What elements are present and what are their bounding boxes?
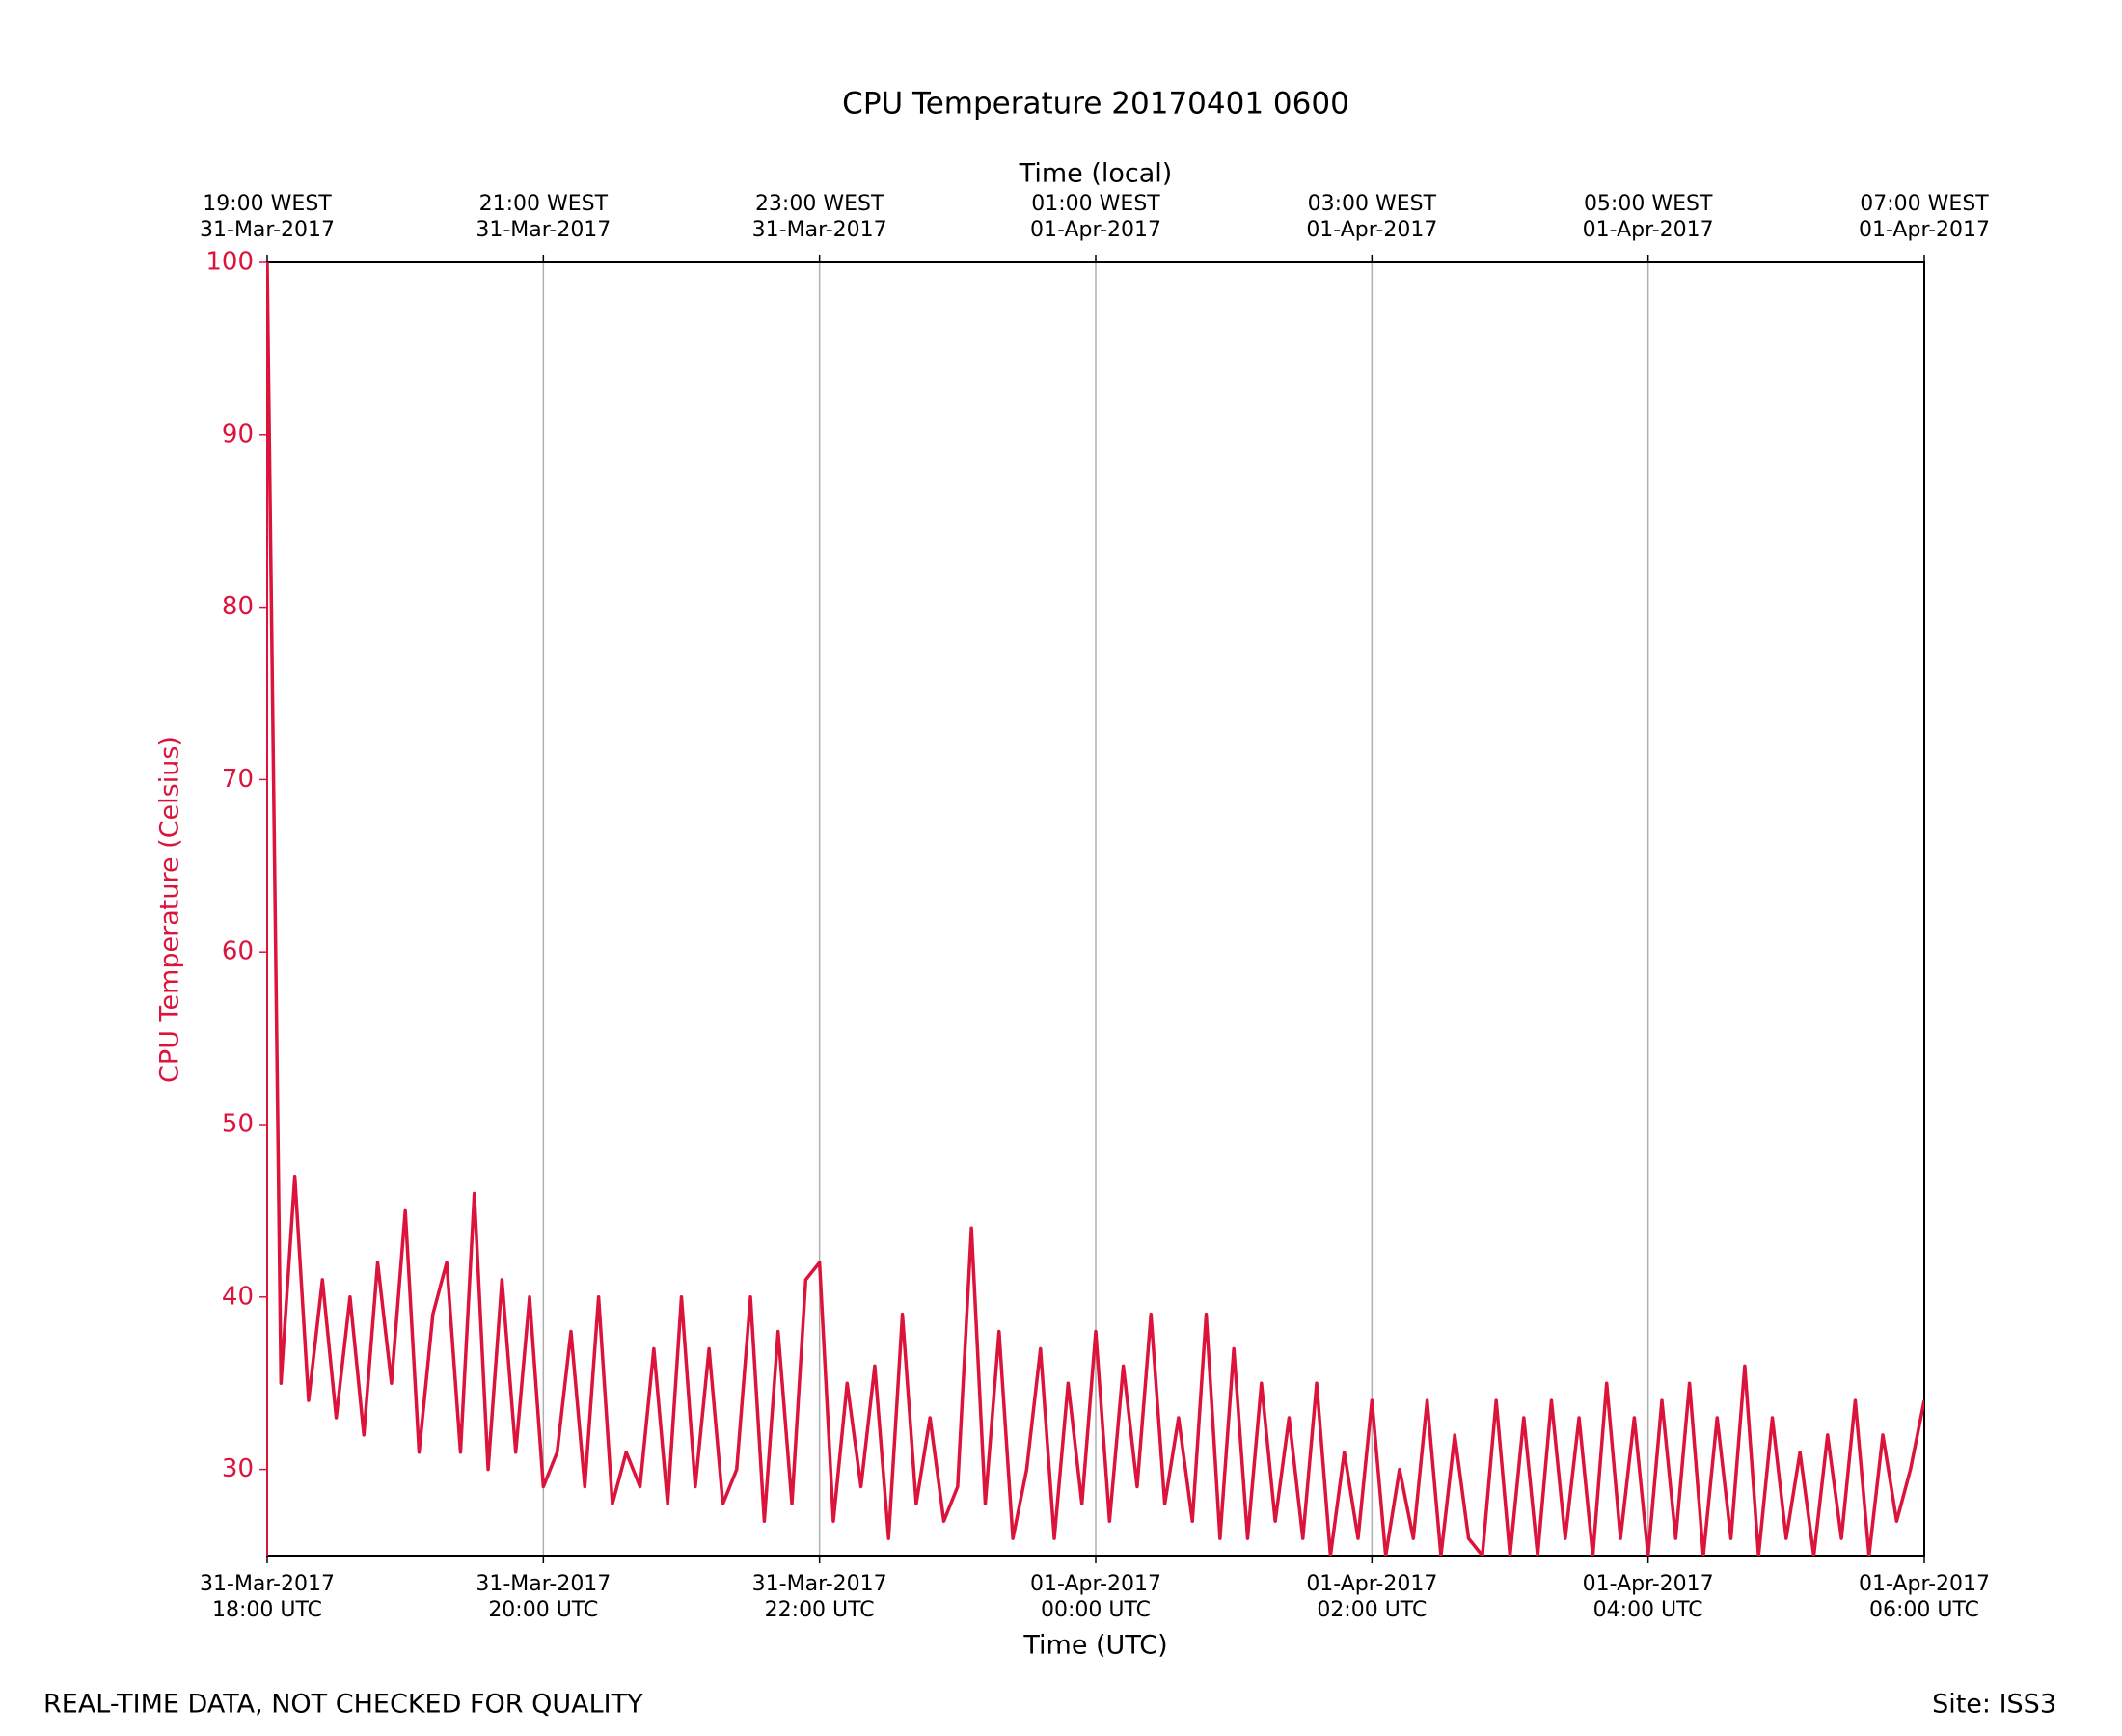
x-tick-label: 31-Mar-2017 <box>200 1572 335 1596</box>
y-tick-label: 60 <box>222 937 254 966</box>
y-tick-label: 80 <box>222 592 254 621</box>
x-tick-label: 01-Apr-2017 <box>1030 1572 1161 1596</box>
x2-tick-label: 21:00 WEST <box>479 192 609 216</box>
x-tick-label: 01-Apr-2017 <box>1583 1572 1714 1596</box>
x2-tick-label: 07:00 WEST <box>1860 192 1989 216</box>
x2-tick-label: 01-Apr-2017 <box>1306 218 1437 242</box>
footer-note: REAL-TIME DATA, NOT CHECKED FOR QUALITY <box>43 1690 643 1720</box>
y-tick-label: 50 <box>222 1110 254 1139</box>
x-tick-label: 01-Apr-2017 <box>1306 1572 1437 1596</box>
x2-tick-label: 01-Apr-2017 <box>1859 218 1990 242</box>
y-tick-label: 30 <box>222 1454 254 1483</box>
x-tick-label: 00:00 UTC <box>1041 1598 1151 1622</box>
x-tick-label: 31-Mar-2017 <box>752 1572 887 1596</box>
x-tick-label: 06:00 UTC <box>1869 1598 1979 1622</box>
site-label: Site: ISS3 <box>1932 1690 2056 1720</box>
temperature-line <box>267 262 1924 1556</box>
x2-tick-label: 31-Mar-2017 <box>476 218 611 242</box>
x-tick-label: 02:00 UTC <box>1317 1598 1427 1622</box>
x2-tick-label: 19:00 WEST <box>203 192 332 216</box>
x2-tick-label: 03:00 WEST <box>1308 192 1437 216</box>
x-tick-label: 18:00 UTC <box>212 1598 322 1622</box>
y-tick-label: 70 <box>222 765 254 794</box>
x2-tick-label: 01:00 WEST <box>1031 192 1160 216</box>
x-tick-label: 22:00 UTC <box>765 1598 875 1622</box>
x2-tick-label: 01-Apr-2017 <box>1583 218 1714 242</box>
x-tick-label: 01-Apr-2017 <box>1859 1572 1990 1596</box>
x-tick-label: 04:00 UTC <box>1593 1598 1703 1622</box>
x-axis-label: Time (UTC) <box>1022 1631 1167 1661</box>
x2-axis-label: Time (local) <box>1019 159 1173 189</box>
x-tick-label: 20:00 UTC <box>488 1598 598 1622</box>
x2-tick-label: 01-Apr-2017 <box>1030 218 1161 242</box>
x2-tick-label: 23:00 WEST <box>755 192 884 216</box>
y-tick-label: 100 <box>205 248 254 277</box>
chart-title: CPU Temperature 20170401 0600 <box>842 87 1349 122</box>
y-axis-label: CPU Temperature (Celsius) <box>155 736 185 1083</box>
x2-tick-label: 31-Mar-2017 <box>200 218 335 242</box>
x2-tick-label: 05:00 WEST <box>1584 192 1713 216</box>
x-tick-label: 31-Mar-2017 <box>476 1572 611 1596</box>
y-tick-label: 40 <box>222 1282 254 1311</box>
y-tick-label: 90 <box>222 420 254 448</box>
x2-tick-label: 31-Mar-2017 <box>752 218 887 242</box>
